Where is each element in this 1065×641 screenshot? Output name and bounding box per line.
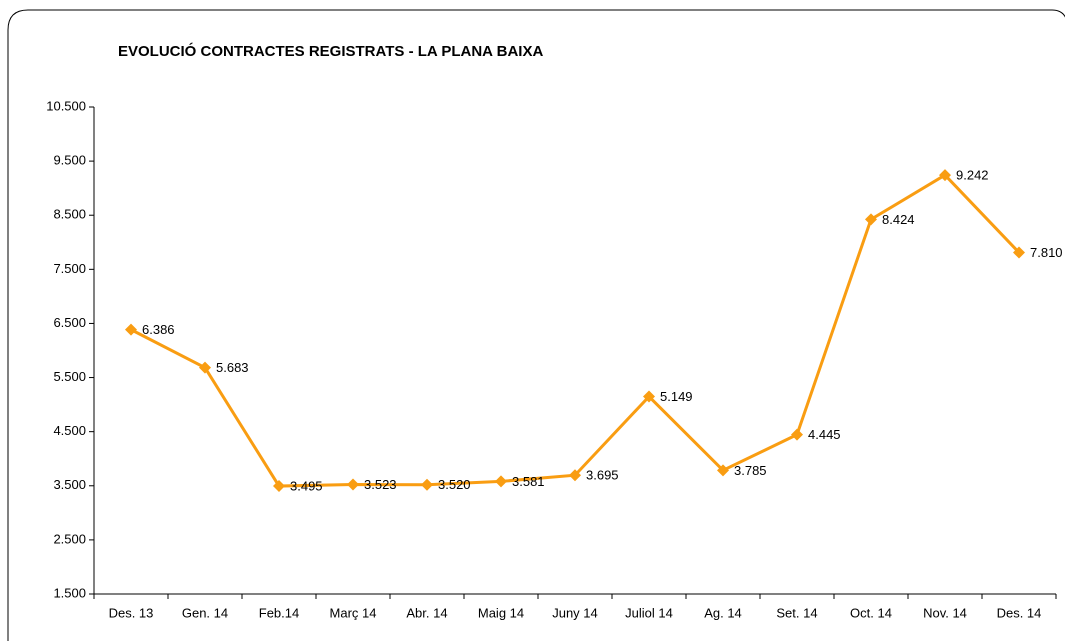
data-point [421, 478, 433, 491]
x-tick-label: Març 14 [330, 605, 377, 620]
data-label: 8.424 [882, 212, 915, 227]
x-tick-label: Maig 14 [478, 605, 524, 620]
data-label: 7.810 [1030, 245, 1063, 260]
data-label: 3.523 [364, 477, 397, 492]
x-tick-label: Set. 14 [776, 605, 817, 620]
data-label: 4.445 [808, 427, 841, 442]
data-point [495, 475, 507, 488]
chart-title: EVOLUCIÓ CONTRACTES REGISTRATS - LA PLAN… [118, 42, 543, 60]
y-tick-label: 10.500 [46, 98, 86, 113]
data-point [791, 428, 803, 441]
data-label: 9.242 [956, 168, 989, 183]
data-point [273, 480, 285, 493]
y-tick-label: 4.500 [53, 423, 86, 438]
data-point [125, 323, 137, 336]
data-label: 5.149 [660, 389, 693, 404]
y-tick-label: 1.500 [53, 585, 86, 600]
x-tick-label: Oct. 14 [850, 605, 892, 620]
y-tick-label: 6.500 [53, 315, 86, 330]
data-point [199, 361, 211, 374]
data-point [1013, 246, 1025, 259]
x-tick-label: Gen. 14 [182, 605, 228, 620]
data-label: 5.683 [216, 360, 249, 375]
y-tick-label: 3.500 [53, 477, 86, 492]
data-point [717, 464, 729, 477]
data-point [347, 478, 359, 491]
x-tick-label: Nov. 14 [923, 605, 967, 620]
x-tick-label: Feb.14 [259, 605, 299, 620]
y-tick-label: 7.500 [53, 261, 86, 276]
x-tick-label: Ag. 14 [704, 605, 742, 620]
data-label: 6.386 [142, 322, 175, 337]
data-label: 3.785 [734, 463, 767, 478]
x-tick-label: Abr. 14 [406, 605, 447, 620]
y-tick-label: 8.500 [53, 207, 86, 222]
x-tick-label: Juny 14 [552, 605, 598, 620]
x-tick-label: Juliol 14 [625, 605, 673, 620]
data-point [939, 169, 951, 182]
x-tick-label: Des. 14 [997, 605, 1042, 620]
x-tick-label: Des. 13 [109, 605, 154, 620]
data-label: 3.520 [438, 477, 471, 492]
data-label: 3.495 [290, 478, 323, 493]
y-tick-label: 5.500 [53, 369, 86, 384]
data-label: 3.581 [512, 474, 545, 489]
chart-frame [7, 9, 1065, 641]
data-point [569, 469, 581, 482]
y-tick-label: 9.500 [53, 153, 86, 168]
data-point [643, 390, 655, 403]
data-label: 3.695 [586, 468, 619, 483]
data-point [865, 213, 877, 226]
y-tick-label: 2.500 [53, 531, 86, 546]
